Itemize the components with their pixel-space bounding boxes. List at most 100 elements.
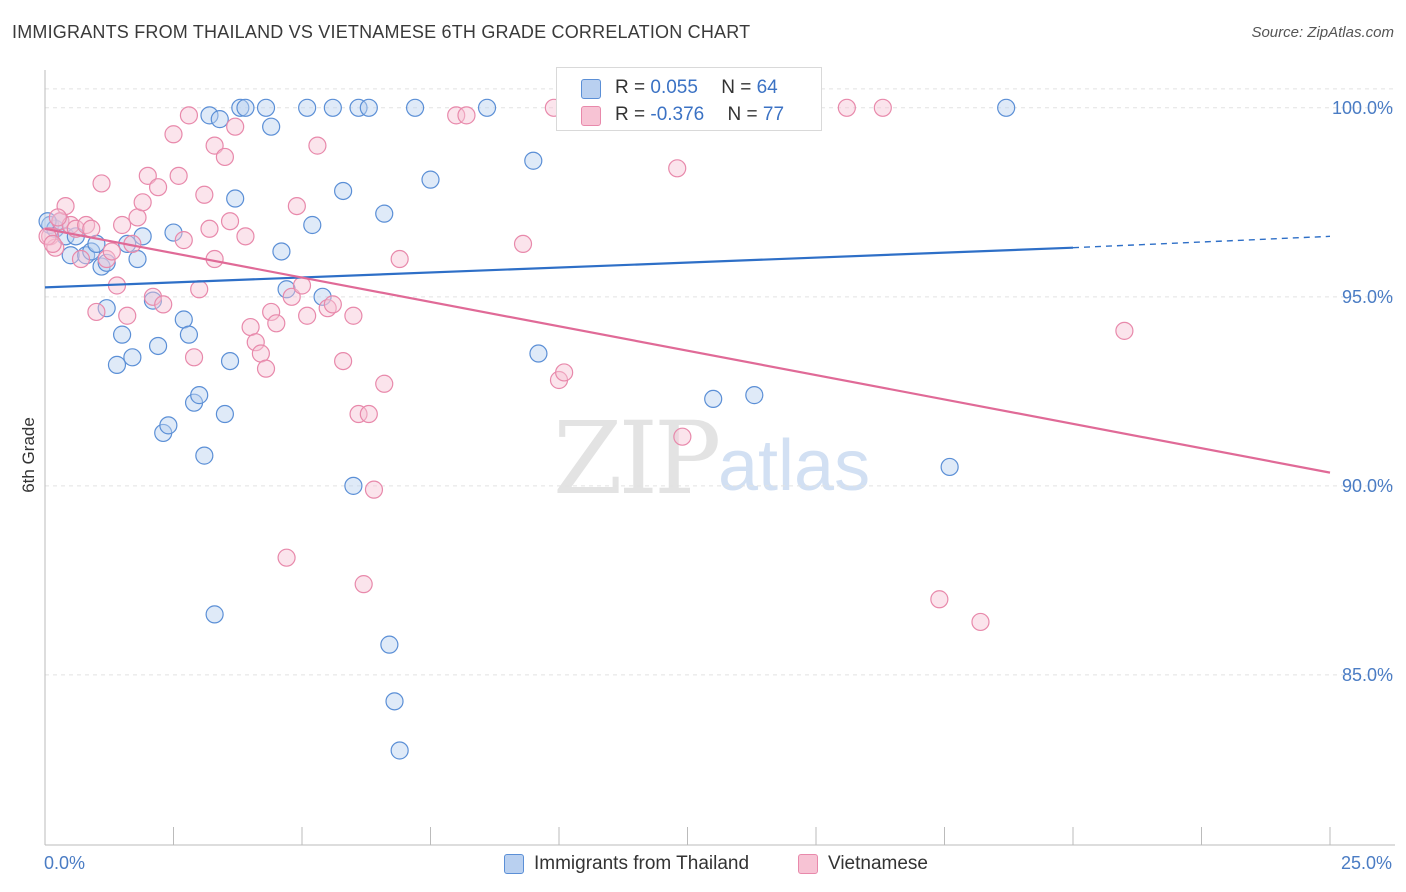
data-point-vietnamese — [92, 174, 111, 193]
data-point-thailand — [220, 351, 240, 371]
data-point-vietnamese — [256, 359, 276, 378]
data-point-vietnamese — [308, 136, 327, 155]
data-point-vietnamese — [48, 208, 67, 227]
series-thailand-points — [38, 98, 1016, 760]
y-tick-label: 90.0% — [1342, 476, 1393, 496]
data-point-vietnamese — [344, 306, 363, 325]
data-point-vietnamese — [112, 215, 132, 235]
bottom-legend-label: Vietnamese — [828, 853, 928, 874]
data-point-vietnamese — [277, 548, 296, 567]
data-point-thailand — [262, 117, 281, 136]
legend-row-thailand: R = 0.055 N = 64 — [581, 77, 778, 99]
x-tick-label: 0.0% — [44, 853, 85, 873]
data-point-vietnamese — [179, 106, 199, 125]
data-point-thailand — [323, 98, 342, 117]
data-point-vietnamese — [930, 590, 949, 609]
data-point-thailand — [179, 325, 199, 344]
data-point-thailand — [61, 246, 80, 265]
bottom-legend-label: Immigrants from Thailand — [534, 853, 750, 874]
data-point-vietnamese — [323, 295, 342, 314]
data-point-thailand — [97, 299, 116, 318]
data-point-thailand — [107, 355, 127, 374]
data-point-vietnamese — [349, 404, 368, 424]
data-point-thailand — [997, 98, 1016, 117]
data-point-vietnamese — [364, 480, 384, 499]
data-point-thailand — [159, 416, 178, 435]
data-point-vietnamese — [334, 351, 353, 371]
data-point-vietnamese — [220, 212, 240, 231]
data-point-vietnamese — [236, 227, 255, 246]
data-point-thailand — [128, 249, 147, 269]
data-point-thailand — [344, 476, 363, 495]
data-point-thailand — [405, 98, 425, 117]
data-point-thailand — [745, 386, 764, 405]
y-tick-label: 100.0% — [1332, 98, 1393, 118]
series-vietnamese-points — [38, 98, 1134, 632]
data-point-thailand — [226, 189, 245, 208]
data-point-thailand — [231, 98, 250, 117]
data-point-vietnamese — [174, 231, 193, 250]
data-point-thailand — [524, 151, 543, 170]
data-point-vietnamese — [555, 363, 574, 382]
data-point-vietnamese — [71, 249, 91, 269]
data-point-thailand — [148, 336, 168, 356]
data-point-thailand — [349, 98, 368, 117]
data-point-vietnamese — [375, 374, 394, 393]
data-point-thailand — [529, 344, 548, 363]
y-axis-label: 6th Grade — [19, 417, 38, 493]
data-point-vietnamese — [1115, 321, 1134, 340]
legend-swatch-pink — [581, 106, 601, 126]
data-point-vietnamese — [143, 287, 163, 306]
y-tick-label: 85.0% — [1342, 665, 1393, 685]
data-point-vietnamese — [205, 136, 224, 155]
source-note: Source: ZipAtlas.com — [1251, 24, 1394, 41]
data-point-vietnamese — [43, 234, 62, 254]
data-point-thailand — [112, 325, 132, 344]
grid-lines — [45, 88, 1395, 676]
data-point-vietnamese — [128, 208, 147, 227]
data-point-vietnamese — [513, 234, 533, 254]
data-point-thailand — [272, 242, 291, 261]
data-point-vietnamese — [298, 306, 317, 325]
data-point-thailand — [477, 98, 497, 117]
axes — [44, 70, 1395, 846]
bottom-legend-thailand: Immigrants from Thailand — [504, 853, 749, 875]
data-point-vietnamese — [837, 98, 856, 117]
legend-r-value: -0.376 — [650, 104, 705, 125]
trend-line-vietnamese — [44, 227, 1331, 474]
trend-line-thailand — [44, 246, 1074, 289]
data-point-vietnamese — [971, 612, 990, 632]
data-point-thailand — [704, 389, 723, 409]
data-point-thailand — [940, 457, 959, 477]
bottom-legend-swatch-pink — [798, 854, 818, 874]
data-point-thailand — [123, 348, 142, 367]
data-point-vietnamese — [359, 404, 378, 424]
data-point-thailand — [215, 404, 234, 424]
data-point-thailand — [256, 98, 276, 117]
data-point-thailand — [375, 204, 394, 223]
data-point-vietnamese — [154, 295, 173, 314]
data-point-vietnamese — [184, 348, 204, 367]
data-point-thailand — [236, 98, 255, 117]
data-point-vietnamese — [668, 159, 687, 178]
legend-n-label: N = — [727, 104, 763, 125]
legend-n-value: 77 — [762, 104, 785, 125]
data-point-vietnamese — [267, 314, 286, 333]
data-point-vietnamese — [226, 117, 245, 136]
data-point-vietnamese — [215, 147, 234, 167]
data-point-vietnamese — [246, 333, 265, 352]
data-point-vietnamese — [190, 280, 209, 299]
data-point-thailand — [200, 106, 219, 125]
data-point-thailand — [210, 110, 229, 129]
data-point-vietnamese — [287, 196, 306, 216]
data-point-vietnamese — [118, 306, 137, 325]
data-point-thailand — [298, 98, 317, 117]
data-point-vietnamese — [102, 242, 121, 261]
data-point-vietnamese — [87, 302, 106, 322]
watermark-zip: ZIP — [553, 400, 721, 517]
data-point-vietnamese — [262, 302, 281, 322]
data-point-vietnamese — [282, 287, 301, 306]
legend-r-label: R = — [615, 77, 651, 98]
data-point-thailand — [334, 181, 353, 201]
